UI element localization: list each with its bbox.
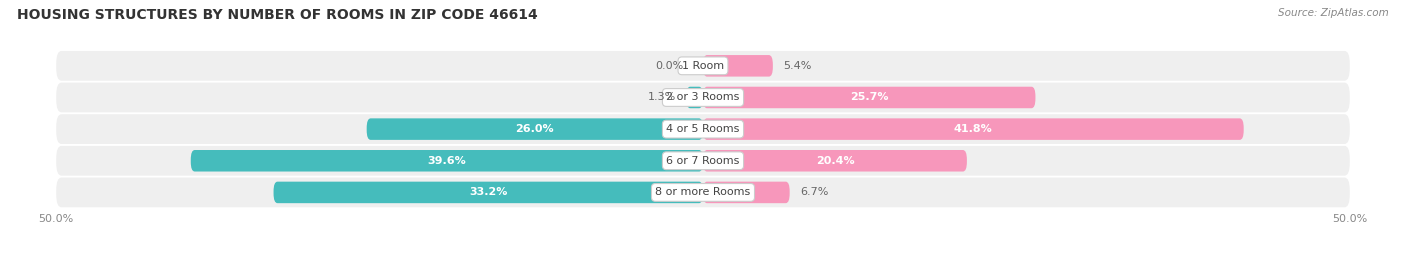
FancyBboxPatch shape xyxy=(703,182,790,203)
Text: 0.0%: 0.0% xyxy=(655,61,683,71)
FancyBboxPatch shape xyxy=(367,118,703,140)
Text: 20.4%: 20.4% xyxy=(815,156,855,166)
Text: 1.3%: 1.3% xyxy=(648,93,676,102)
FancyBboxPatch shape xyxy=(703,150,967,172)
FancyBboxPatch shape xyxy=(703,55,773,77)
FancyBboxPatch shape xyxy=(56,146,1350,176)
FancyBboxPatch shape xyxy=(56,114,1350,144)
FancyBboxPatch shape xyxy=(686,87,703,108)
FancyBboxPatch shape xyxy=(56,83,1350,112)
Text: Source: ZipAtlas.com: Source: ZipAtlas.com xyxy=(1278,8,1389,18)
Text: 4 or 5 Rooms: 4 or 5 Rooms xyxy=(666,124,740,134)
FancyBboxPatch shape xyxy=(191,150,703,172)
Text: 5.4%: 5.4% xyxy=(783,61,811,71)
Text: 8 or more Rooms: 8 or more Rooms xyxy=(655,187,751,197)
Text: HOUSING STRUCTURES BY NUMBER OF ROOMS IN ZIP CODE 46614: HOUSING STRUCTURES BY NUMBER OF ROOMS IN… xyxy=(17,8,537,22)
Text: 6 or 7 Rooms: 6 or 7 Rooms xyxy=(666,156,740,166)
Text: 1 Room: 1 Room xyxy=(682,61,724,71)
Text: 39.6%: 39.6% xyxy=(427,156,467,166)
FancyBboxPatch shape xyxy=(274,182,703,203)
Text: 6.7%: 6.7% xyxy=(800,187,828,197)
FancyBboxPatch shape xyxy=(703,118,1244,140)
FancyBboxPatch shape xyxy=(56,51,1350,81)
Text: 25.7%: 25.7% xyxy=(851,93,889,102)
Text: 2 or 3 Rooms: 2 or 3 Rooms xyxy=(666,93,740,102)
Text: 33.2%: 33.2% xyxy=(470,187,508,197)
FancyBboxPatch shape xyxy=(56,178,1350,207)
Text: 41.8%: 41.8% xyxy=(953,124,993,134)
FancyBboxPatch shape xyxy=(703,87,1035,108)
Text: 26.0%: 26.0% xyxy=(516,124,554,134)
